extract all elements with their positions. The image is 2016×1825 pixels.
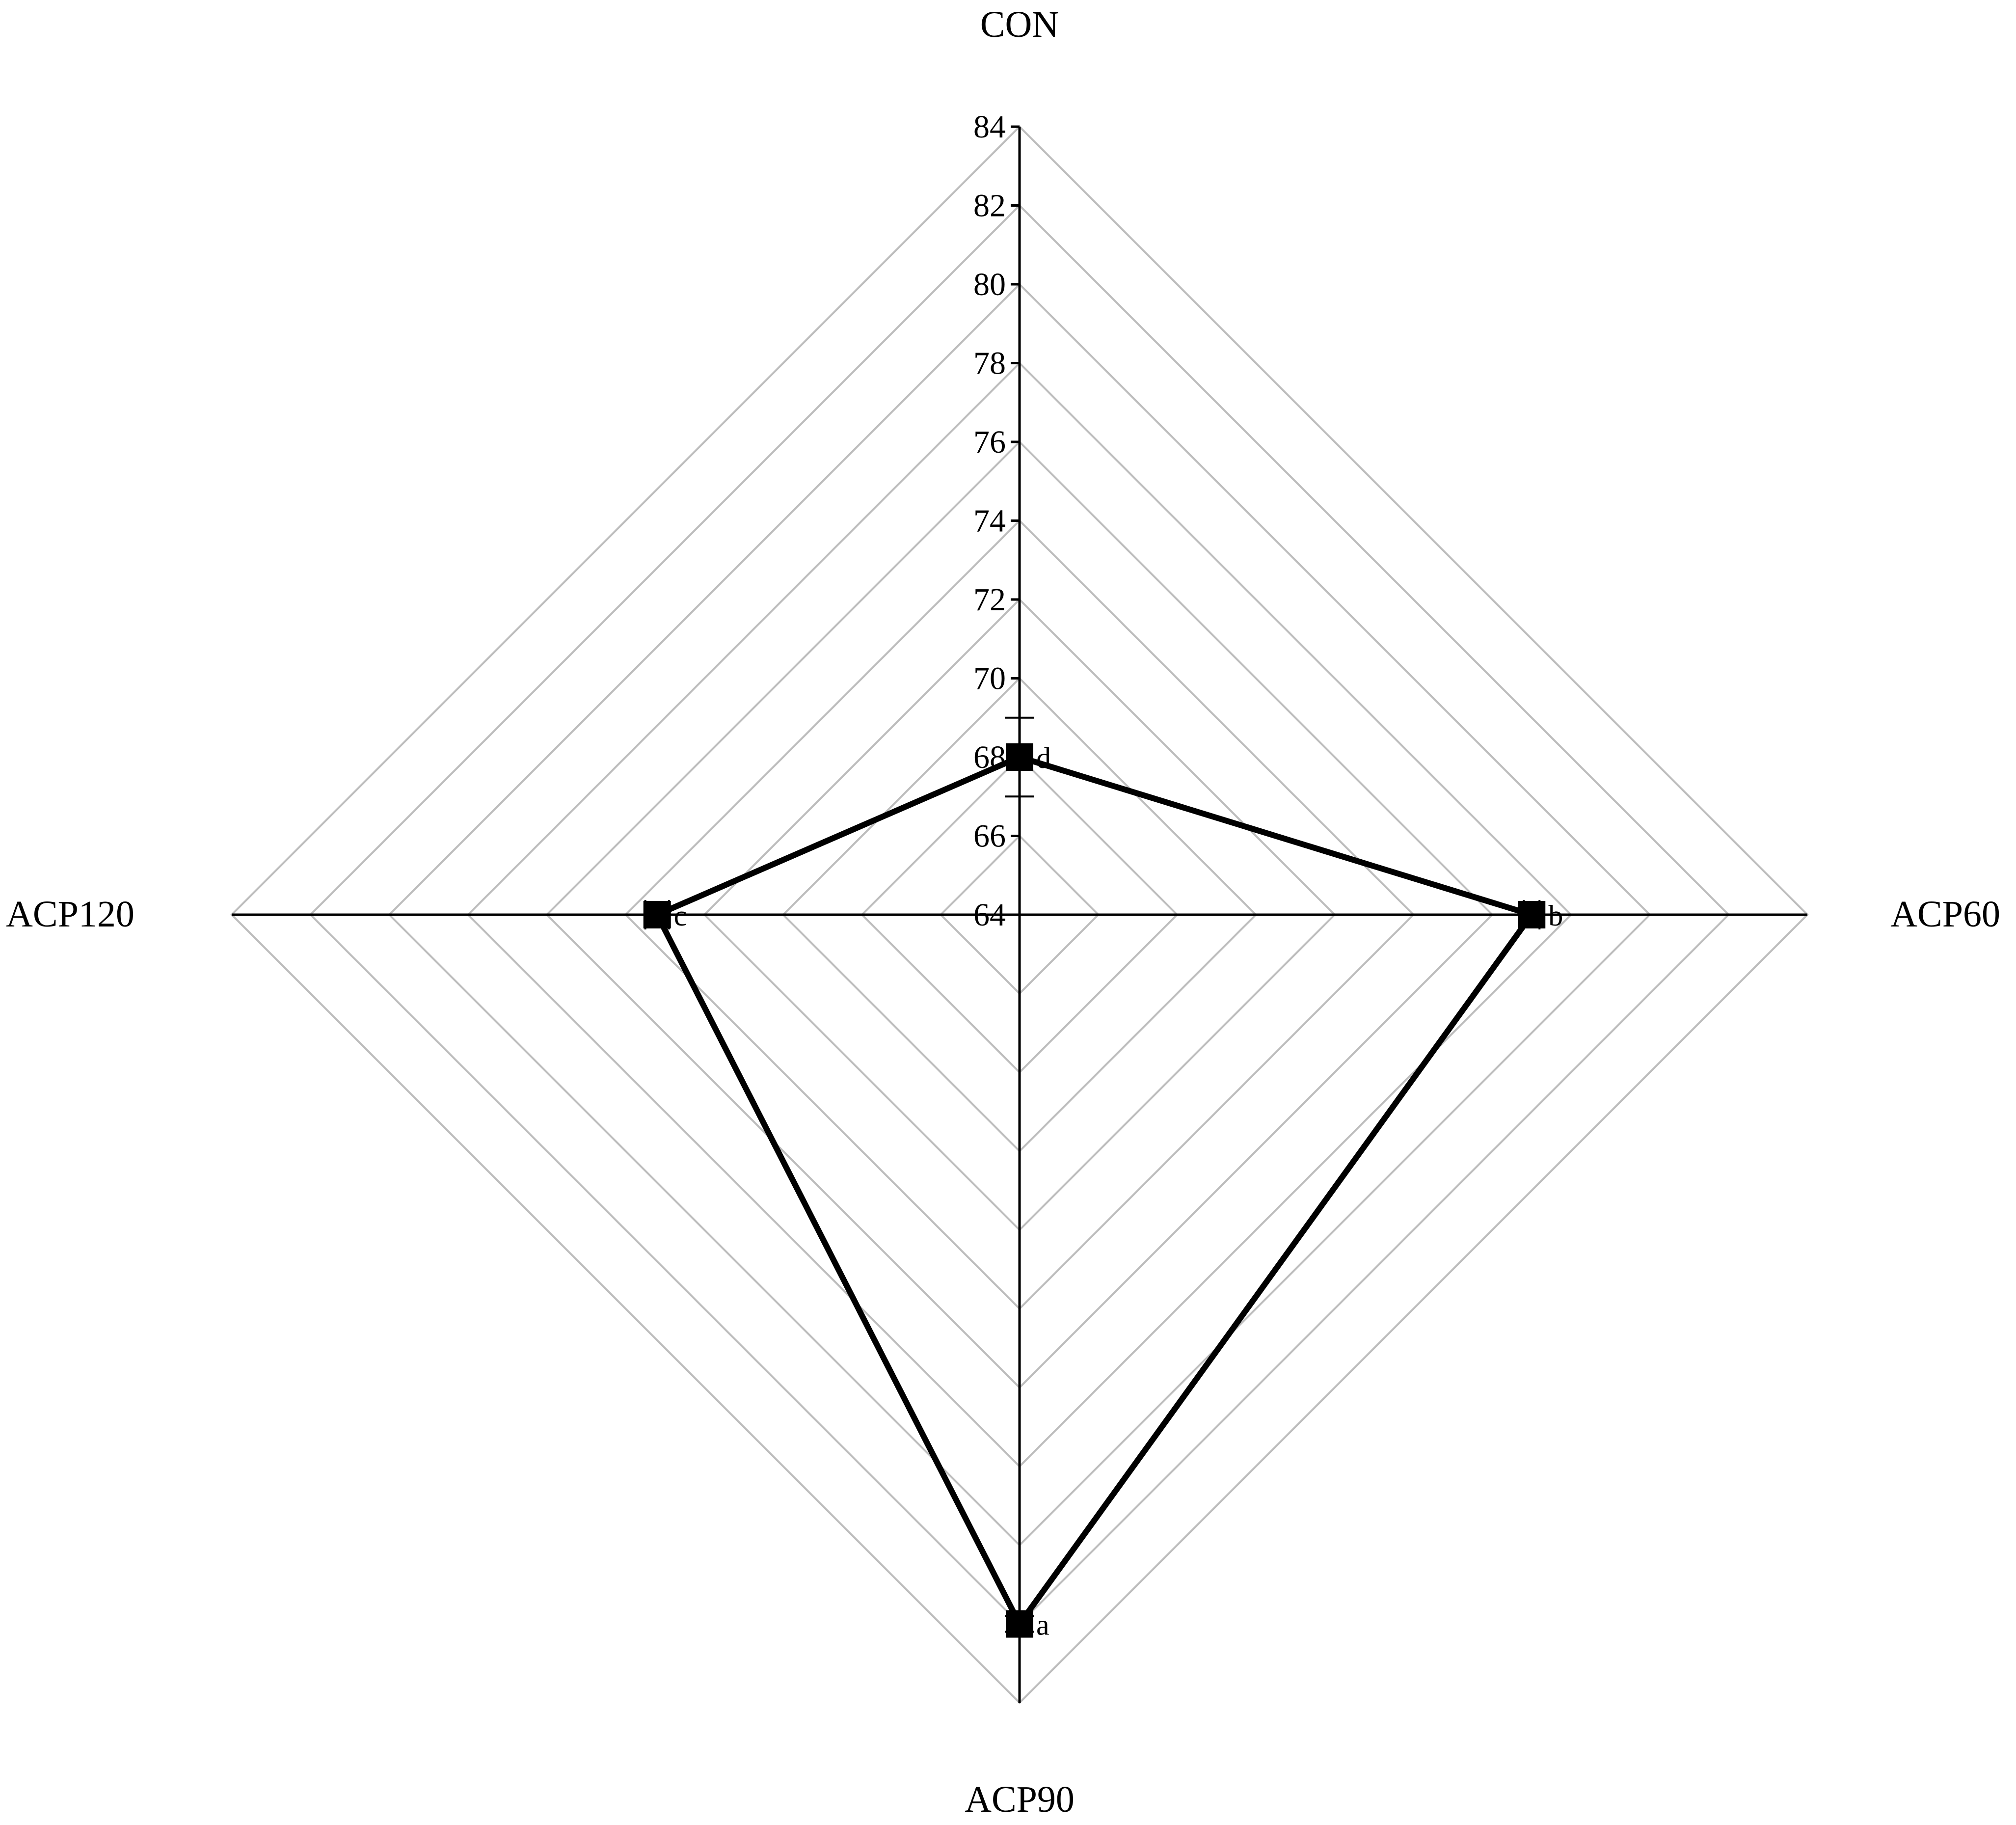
data-point-con	[1006, 743, 1033, 771]
data-series: d b a c	[643, 716, 1563, 1641]
axis-labels: CON ACP60 ACP90 ACP120	[6, 4, 2000, 1820]
tick-label: 76	[973, 424, 1006, 460]
tick-label: 84	[973, 109, 1006, 145]
significance-label: d	[1036, 742, 1051, 774]
significance-label: a	[1036, 1609, 1049, 1641]
tick-label: 72	[973, 582, 1006, 618]
tick-label: 66	[973, 818, 1006, 854]
tick-label: 64	[973, 897, 1006, 933]
axis-label-acp90: ACP90	[965, 1779, 1075, 1820]
tick-label: 70	[973, 661, 1006, 697]
axis-label-con: CON	[980, 4, 1059, 45]
axis-label-acp60: ACP60	[1890, 894, 2000, 935]
axis-label-acp120: ACP120	[6, 894, 134, 935]
series-line	[653, 754, 1537, 1630]
tick-label: 74	[973, 503, 1006, 539]
data-point-acp120	[643, 901, 671, 928]
data-point-acp60	[1518, 901, 1546, 928]
significance-label: c	[674, 899, 687, 932]
tick-label: 82	[973, 188, 1006, 224]
tick-label: 80	[973, 267, 1006, 302]
tick-label: 78	[973, 346, 1006, 381]
data-point-acp90	[1006, 1610, 1033, 1638]
significance-label: b	[1548, 899, 1563, 932]
